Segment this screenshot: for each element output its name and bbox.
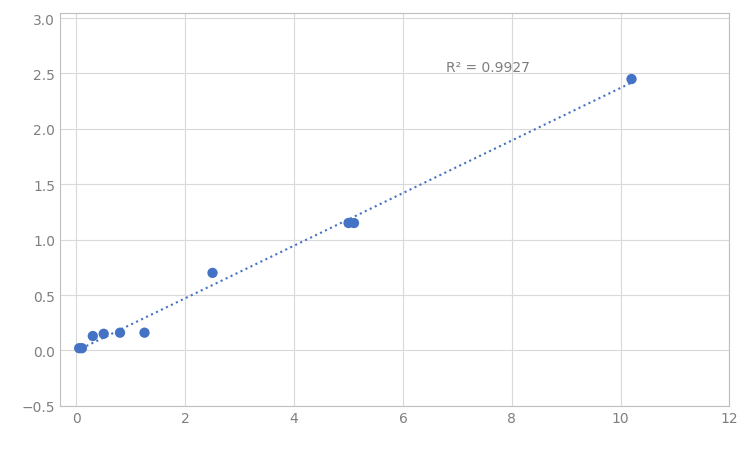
Point [342,220,354,227]
Point [98,331,110,338]
Point [348,220,360,227]
Point [114,329,126,336]
Point [73,345,85,352]
Point [86,333,99,340]
Point [626,76,638,83]
Point [76,345,88,352]
Point [138,329,150,336]
Point [207,270,219,277]
Text: R² = 0.9927: R² = 0.9927 [447,61,530,75]
